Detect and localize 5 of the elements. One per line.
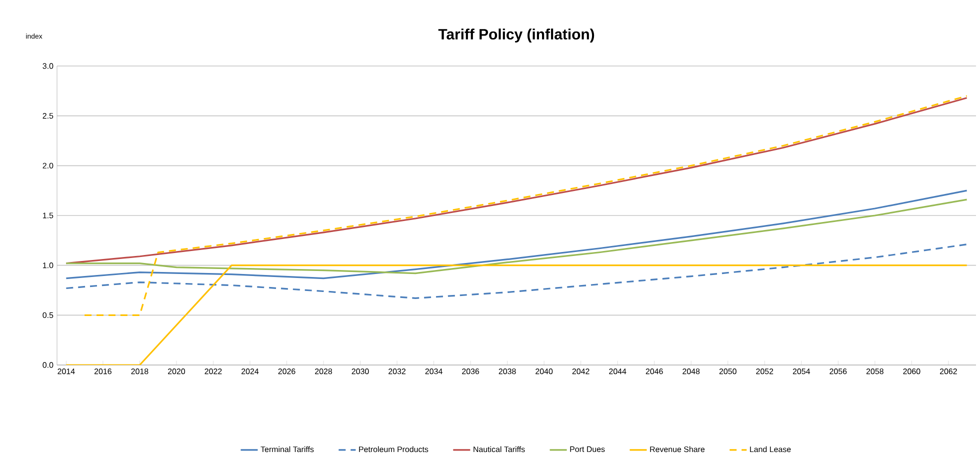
line-series — [65, 198, 968, 274]
line-series — [65, 190, 968, 280]
chart-title: Tariff Policy (inflation) — [438, 28, 594, 42]
line-series — [84, 95, 968, 316]
line-series — [65, 244, 968, 300]
